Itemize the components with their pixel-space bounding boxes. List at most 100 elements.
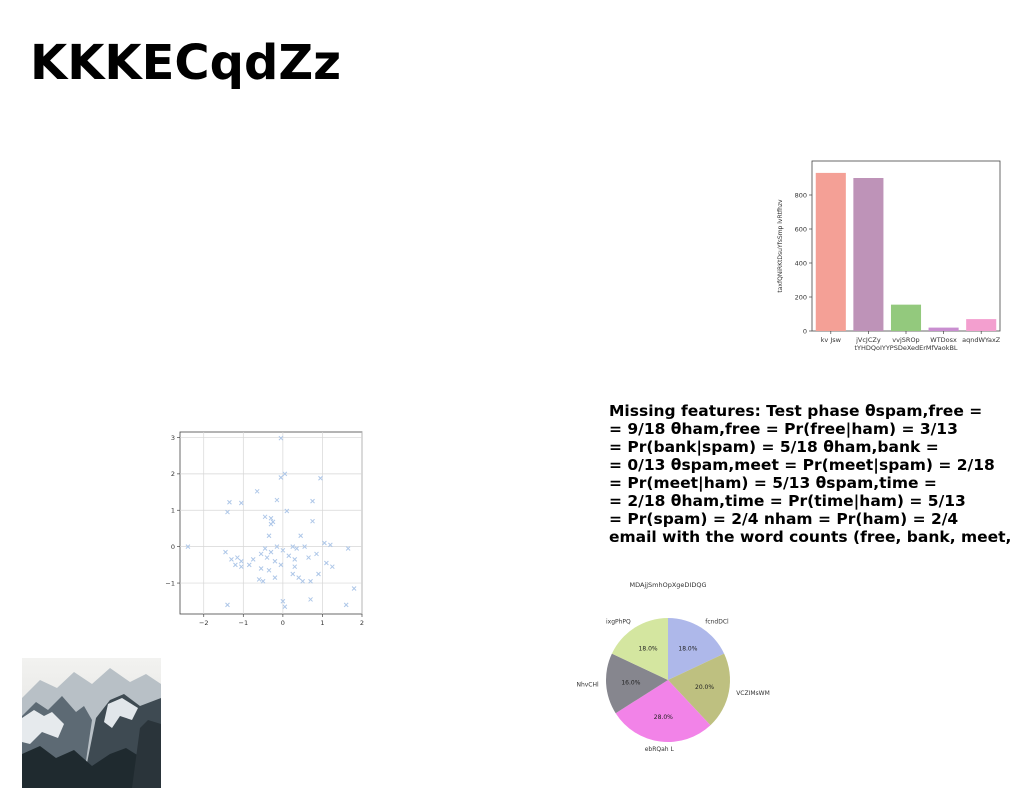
scatter-point	[327, 542, 333, 548]
text-line: email with the word counts (free, bank, …	[609, 528, 1012, 546]
scatter-x-tick-label: −1	[239, 619, 249, 627]
scatter-point	[345, 546, 351, 551]
scatter-point	[314, 551, 319, 557]
scatter-point	[266, 567, 272, 573]
scatter-point	[268, 521, 274, 527]
scatter-point	[280, 547, 286, 553]
pie-slice	[615, 680, 711, 742]
photo-right-snow	[104, 698, 138, 728]
scatter-point	[262, 514, 268, 520]
scatter-point	[286, 553, 292, 559]
scatter-point	[300, 578, 306, 584]
scatter-point	[310, 498, 315, 504]
scatter-point	[250, 557, 256, 562]
scatter-point	[227, 499, 232, 505]
scatter-point	[274, 544, 280, 550]
photo-forest	[22, 746, 161, 788]
bar-x-tick-label: kv Jsw	[821, 336, 842, 344]
pie-slice-pct: 18.0%	[678, 646, 697, 653]
scatter-point	[278, 562, 284, 568]
scatter-point	[225, 602, 230, 608]
text-line: Missing features: Test phase θspam,free …	[609, 402, 983, 420]
pie-slice-label: NhvCHl	[576, 681, 599, 688]
scatter-point	[308, 578, 313, 584]
scatter-point	[310, 518, 315, 524]
scatter-point	[318, 475, 323, 481]
scatter-chart: −2 −1 0 1 2 −1 0 1 2 3	[165, 431, 364, 627]
bar-chart: kv Jsw jVcJCZy vvjSROp WTDosx aqndWYaxZ 0 200 4…	[777, 160, 1001, 352]
scatter-point	[246, 562, 252, 568]
pie-slice	[611, 618, 668, 680]
scatter-point	[229, 557, 234, 562]
text-line: = Pr(bank|spam) = 5/18 θham,bank =	[609, 438, 939, 456]
scatter-point	[292, 564, 298, 570]
scatter-point	[262, 546, 268, 551]
scatter-point	[225, 509, 230, 515]
scatter-point	[264, 555, 270, 560]
scatter-point	[185, 544, 191, 550]
bar-y-tick-label: 600	[795, 225, 807, 233]
scatter-point	[280, 598, 286, 604]
scatter-point	[260, 578, 266, 584]
scatter-point	[233, 562, 238, 568]
photo-left-snow	[22, 710, 64, 744]
bar-y-axis-label: taxfQNiRKtDsuYfsSmp lvRtfhzv	[777, 199, 784, 293]
scatter-y-tick-label: 3	[171, 434, 175, 442]
bar-y-tick-label: 800	[795, 191, 807, 199]
bar	[966, 319, 997, 331]
pie-slice-label: ixgPhPQ	[606, 618, 631, 625]
text-line: = Pr(meet|ham) = 5/13 θspam,time =	[609, 474, 937, 492]
bar-y-tick-label: 200	[795, 293, 807, 301]
text-line: = 9/18 θham,free = Pr(free|ham) = 3/13	[609, 420, 958, 438]
bar	[853, 178, 884, 331]
scatter-point	[302, 544, 307, 550]
text-block: Missing features: Test phase θspam,free …	[609, 402, 1024, 546]
scatter-point	[329, 564, 335, 570]
bar-x-tick-label: jVcJCZy	[855, 336, 881, 344]
scatter-point	[343, 602, 349, 608]
pie-slice	[606, 653, 668, 714]
scatter-x-tick-label: 0	[281, 619, 285, 627]
scatter-point	[298, 533, 304, 539]
scatter-point	[254, 488, 260, 494]
scatter-point	[235, 555, 240, 560]
scatter-point	[296, 575, 302, 580]
scatter-point	[238, 500, 244, 506]
scatter-point	[292, 557, 298, 562]
text-line: = 0/13 θspam,meet = Pr(meet|spam) = 2/18	[609, 456, 995, 474]
pie-slice-label: fcndDCl	[705, 618, 729, 625]
pie-title: MDAjjSmhOpXgeDIDQG	[629, 581, 706, 589]
bar	[890, 304, 922, 331]
bar-y-tick-label: 0	[803, 327, 807, 335]
text-line: = Pr(spam) = 2/4 nham = Pr(ham) = 2/4	[609, 510, 959, 528]
bar	[815, 172, 846, 331]
bar-y-tick-label: 400	[795, 259, 807, 267]
scatter-point	[322, 540, 327, 546]
scatter-point	[290, 544, 296, 550]
pie-slice-label: VCZIMsWM	[736, 690, 770, 697]
scatter-point	[256, 577, 262, 582]
scatter-point	[268, 549, 274, 555]
scatter-x-tick-label: 1	[320, 619, 324, 627]
scatter-point	[294, 546, 300, 551]
scatter-point	[324, 560, 329, 566]
bar-x-axis-label: tYHDQoIYYPSDeXedErMfVaokBL	[854, 344, 957, 352]
scatter-point	[272, 575, 278, 580]
scatter-point	[272, 558, 278, 564]
scatter-point	[268, 515, 274, 521]
scatter-point	[351, 586, 357, 591]
pie-slice-pct: 20.0%	[695, 684, 714, 691]
scatter-point	[238, 564, 244, 570]
scatter-point	[316, 571, 321, 577]
pie-slice-pct: 16.0%	[621, 679, 640, 686]
scatter-point	[278, 475, 284, 480]
snowy-mountain-photo	[22, 658, 161, 788]
pie-slice-label: ebRQah L	[645, 746, 675, 753]
scatter-point	[258, 551, 264, 557]
scatter-x-tick-label: 2	[360, 619, 364, 627]
scatter-plot-frame	[179, 431, 363, 615]
pie-slice	[668, 618, 725, 680]
scatter-point	[278, 435, 284, 441]
scatter-point	[284, 508, 290, 514]
scatter-y-tick-label: 0	[171, 543, 175, 551]
